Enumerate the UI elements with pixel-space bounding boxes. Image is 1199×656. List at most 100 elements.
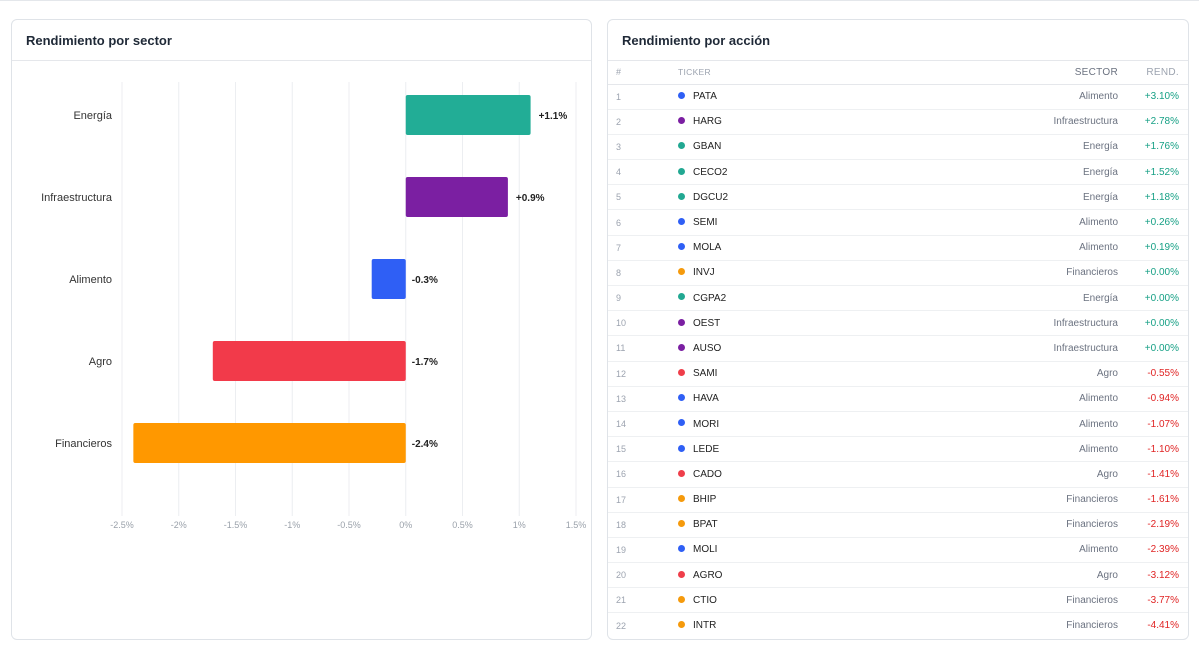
row-number: 10	[608, 310, 678, 337]
ticker-cell: MOLA	[678, 235, 878, 261]
category-label: Infraestructura	[41, 192, 113, 204]
table-row[interactable]: 14 MORI Alimento -1.07%	[608, 411, 1188, 438]
return-cell: +3.10%	[1118, 84, 1188, 110]
return-cell: +0.00%	[1118, 285, 1188, 312]
x-tick-label: 1.5%	[566, 520, 587, 530]
table-row[interactable]: 4 CECO2 Energía +1.52%	[608, 159, 1188, 186]
table-row[interactable]: 20 AGRO Agro -3.12%	[608, 562, 1188, 589]
stock-table-header: # TICKER SECTOR REND.	[608, 61, 1188, 85]
ticker-cell: HAVA	[678, 386, 878, 412]
sector-cell: Energía	[878, 134, 1118, 161]
table-row[interactable]: 13 HAVA Alimento -0.94%	[608, 386, 1188, 412]
table-row[interactable]: 18 BPAT Financieros -2.19%	[608, 512, 1188, 538]
ticker-cell: BPAT	[678, 512, 878, 538]
sector-cell: Agro	[878, 562, 1118, 589]
col-header-ticker[interactable]: TICKER	[678, 61, 878, 85]
sector-color-dot-icon	[678, 469, 685, 477]
x-tick-label: -1.5%	[224, 520, 248, 530]
table-row[interactable]: 1 PATA Alimento +3.10%	[608, 84, 1188, 110]
col-header-sector[interactable]: SECTOR	[878, 61, 1118, 85]
table-row[interactable]: 11 AUSO Infraestructura +0.00%	[608, 335, 1188, 362]
return-cell: -1.07%	[1118, 411, 1188, 438]
row-number: 19	[608, 537, 678, 564]
row-number: 5	[608, 184, 678, 211]
ticker-cell: MOLI	[678, 537, 878, 564]
sector-cell: Energía	[878, 159, 1118, 186]
row-number: 6	[608, 209, 678, 236]
row-number: 2	[608, 109, 678, 135]
category-label: Financieros	[55, 438, 112, 450]
sector-card-title: Rendimiento por sector	[12, 20, 591, 61]
table-row[interactable]: 22 INTR Financieros -4.41%	[608, 613, 1188, 638]
row-number: 1	[608, 84, 678, 110]
value-label: +0.9%	[516, 193, 545, 204]
sector-cell: Infraestructura	[878, 310, 1118, 337]
sector-color-dot-icon	[678, 217, 685, 225]
sector-cell: Alimento	[878, 411, 1118, 438]
row-number: 12	[608, 361, 678, 387]
return-cell: -4.41%	[1147, 620, 1179, 632]
sector-cell: Energía	[878, 285, 1118, 312]
table-row[interactable]: 12 SAMI Agro -0.55%	[608, 361, 1188, 387]
ticker-symbol: BHIP	[693, 494, 717, 506]
ticker-cell: CADO	[678, 461, 878, 488]
row-number: 20	[608, 562, 678, 589]
table-row[interactable]: 2 HARG Infraestructura +2.78%	[608, 109, 1188, 135]
row-number: 9	[608, 285, 678, 312]
sector-cell: Alimento	[878, 436, 1118, 463]
value-label: +1.1%	[539, 111, 568, 122]
row-number: 16	[608, 461, 678, 488]
top-divider	[0, 0, 1199, 1]
sector-cell: Infraestructura	[878, 109, 1118, 135]
sector-color-dot-icon	[678, 293, 685, 301]
table-row[interactable]: 17 BHIP Financieros -1.61%	[608, 487, 1188, 513]
ticker-symbol: PATA	[693, 91, 717, 103]
ticker-symbol: CECO2	[693, 166, 728, 178]
table-row[interactable]: 3 GBAN Energía +1.76%	[608, 134, 1188, 161]
return-cell: -3.77%	[1118, 587, 1188, 614]
return-cell: +0.00%	[1118, 260, 1188, 287]
ticker-symbol: GBAN	[693, 141, 722, 153]
sector-color-dot-icon	[678, 117, 685, 125]
table-row[interactable]: 15 LEDE Alimento -1.10%	[608, 436, 1188, 463]
stock-table: # TICKER SECTOR REND. 1 PATA Alimento +3.10…	[608, 61, 1188, 638]
col-header-rend[interactable]: REND.	[1118, 61, 1188, 85]
return-cell: +1.52%	[1118, 159, 1188, 186]
sector-color-dot-icon	[678, 494, 685, 502]
table-row[interactable]: 9 CGPA2 Energía +0.00%	[608, 285, 1188, 312]
ticker-symbol: CTIO	[693, 594, 717, 606]
ticker-symbol: MOLA	[693, 242, 722, 254]
table-row[interactable]: 16 CADO Agro -1.41%	[608, 461, 1188, 488]
table-row[interactable]: 7 MOLA Alimento +0.19%	[608, 235, 1188, 261]
table-row[interactable]: 6 SEMI Alimento +0.26%	[608, 209, 1188, 236]
table-row[interactable]: 21 CTIO Financieros -3.77%	[608, 587, 1188, 614]
return-cell: -2.39%	[1118, 537, 1188, 564]
return-cell: +1.76%	[1118, 134, 1188, 161]
row-number: 7	[608, 235, 678, 261]
sector-cell: Infraestructura	[878, 335, 1118, 362]
ticker-cell: SEMI	[678, 209, 878, 236]
sector-cell: Energía	[878, 184, 1118, 211]
table-row[interactable]: 10 OEST Infraestructura +0.00%	[608, 310, 1188, 337]
table-row[interactable]: 5 DGCU2 Energía +1.18%	[608, 184, 1188, 211]
row-number: 18	[608, 512, 678, 538]
bar-agro	[212, 341, 406, 381]
stock-table-body: 1 PATA Alimento +3.10% 2 HARG Infraestructura +…	[608, 84, 1188, 638]
return-cell: +0.19%	[1118, 235, 1188, 261]
value-label: -0.3%	[412, 275, 438, 286]
table-row[interactable]: 8 INVJ Financieros +0.00%	[608, 260, 1188, 287]
sector-color-dot-icon	[678, 444, 685, 452]
sector-cell: Alimento	[878, 235, 1118, 261]
sector-performance-card: Rendimiento por sector -2.5% -2% -1.5% -1% -…	[11, 19, 592, 640]
ticker-symbol: INVJ	[693, 267, 715, 279]
bar-financieros	[133, 423, 406, 463]
table-row[interactable]: 19 MOLI Alimento -2.39%	[608, 537, 1188, 564]
row-number: 14	[608, 411, 678, 438]
ticker-symbol: MOLI	[693, 544, 718, 556]
ticker-symbol: LEDE	[693, 443, 720, 455]
ticker-cell: AUSO	[678, 335, 878, 362]
value-label: -1.7%	[412, 357, 438, 368]
ticker-symbol: AGRO	[693, 569, 723, 581]
sector-cell: Alimento	[878, 84, 1118, 110]
col-header-num[interactable]: #	[608, 61, 678, 85]
